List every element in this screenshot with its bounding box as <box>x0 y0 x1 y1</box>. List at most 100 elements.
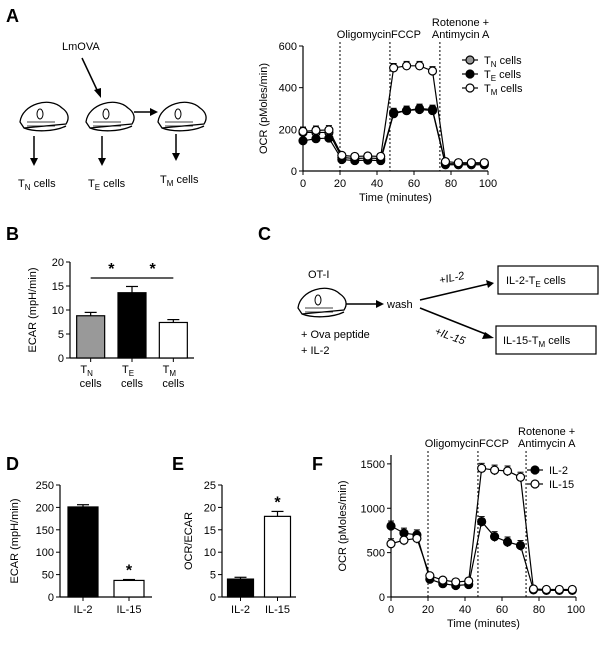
data-point <box>502 466 513 476</box>
legend-sub: E <box>491 74 496 83</box>
bar <box>76 315 106 359</box>
y-tick-label: 0 <box>58 353 64 365</box>
te-cells-label: TE cells <box>88 178 126 192</box>
lmova-arrow <box>81 57 99 93</box>
data-point <box>412 533 422 544</box>
x-tick-label: IL-15 <box>265 604 290 616</box>
legend-suffix: cells <box>497 83 523 95</box>
panel-label-e: E <box>172 454 184 474</box>
y-tick-label: 15 <box>204 525 216 537</box>
y-tick-label: 200 <box>279 124 297 136</box>
x-tick-label: 20 <box>334 178 346 190</box>
data-point <box>440 157 451 167</box>
data-point <box>311 134 321 144</box>
y-tick-label: 20 <box>52 257 64 269</box>
panel-a-schematic: LmOVA T <box>18 41 207 192</box>
y-tick-label: 400 <box>279 83 297 95</box>
il2-condition-label: + IL-2 <box>301 345 329 357</box>
data-point <box>479 158 489 168</box>
y-tick-label: 1000 <box>361 503 385 515</box>
significance-star: * <box>274 494 281 511</box>
data-point <box>554 584 564 595</box>
x-tick-label: 60 <box>408 178 420 190</box>
legend-label: IL-2 <box>549 465 568 477</box>
legend-name: IL-15 <box>549 479 574 491</box>
data-point <box>324 125 334 135</box>
x-tick-sub: N <box>87 369 93 378</box>
il2-te-label: IL-2-TE cells <box>506 275 566 289</box>
x-tick-label: 100 <box>567 604 585 616</box>
data-point <box>337 150 347 160</box>
data-point <box>464 576 474 586</box>
data-point <box>541 584 552 595</box>
bar <box>263 515 292 598</box>
legend-label: IL-15 <box>549 479 574 491</box>
legend-label: TM cells <box>484 83 523 97</box>
data-point <box>402 61 412 71</box>
x-tick-label: 80 <box>445 178 457 190</box>
x-tick-label-line2: cells <box>80 378 103 390</box>
significance-star: * <box>108 261 115 278</box>
y-tick-label: 10 <box>204 547 216 559</box>
injection-label: Antimycin A <box>518 438 576 450</box>
data-point <box>528 584 539 594</box>
legend-name: T <box>484 83 491 95</box>
panel-label-a: A <box>6 6 19 26</box>
legend-marker <box>465 83 475 93</box>
y-tick-label: 600 <box>279 41 297 53</box>
data-point <box>453 158 463 168</box>
x-tick-main: T <box>122 364 129 376</box>
x-tick-label: 40 <box>459 604 471 616</box>
data-point <box>363 151 373 161</box>
panel-label-c: C <box>258 224 271 244</box>
chart-D-ecar: 0 50 100 150 200 250 ECAR (mpH/min) IL-2 IL-15 * <box>9 480 152 616</box>
il2-branch-arrowhead <box>486 280 494 288</box>
significance-star: * <box>126 563 133 580</box>
x-tick-sub: E <box>129 369 134 378</box>
legend-label: TE cells <box>484 69 522 83</box>
lmova-arrowhead <box>94 88 101 98</box>
y-tick-label: 100 <box>36 547 54 559</box>
x-tick-label: IL-2 <box>231 604 250 616</box>
data-point <box>298 136 308 146</box>
wash-label: wash <box>386 299 413 311</box>
data-point <box>490 532 500 542</box>
injection-label: Oligomycin <box>425 438 479 450</box>
injection-label: Antimycin A <box>432 29 490 41</box>
legend-suffix: cells <box>497 55 523 67</box>
injection-label: FCCP <box>479 438 509 450</box>
y-tick-label: 1500 <box>361 459 385 471</box>
legend-marker <box>465 69 475 79</box>
y-tick-label: 0 <box>379 592 385 604</box>
y-axis-label: ECAR (mpH/min) <box>9 499 21 584</box>
y-tick-label: 500 <box>367 548 385 560</box>
data-point <box>311 125 321 135</box>
y-tick-label: 0 <box>48 592 54 604</box>
il15-branch-arrowhead <box>482 332 494 339</box>
x-tick-label: 40 <box>371 178 383 190</box>
tn-arrowhead <box>30 158 38 166</box>
panel-c-schematic: OT-I wash + Ova peptide + IL-2 +IL-2 +IL… <box>297 265 599 357</box>
data-point <box>567 584 577 595</box>
y-tick-label: 150 <box>36 525 54 537</box>
lmova-label: LmOVA <box>62 41 100 53</box>
x-tick-label: IL-2 <box>74 604 93 616</box>
mouse-icon-3 <box>157 101 207 132</box>
bar <box>67 506 99 598</box>
bar <box>158 321 188 359</box>
y-tick-label: 15 <box>52 281 64 293</box>
y-tick-label: 5 <box>210 570 216 582</box>
te-arrowhead <box>98 158 106 166</box>
data-point <box>466 158 476 168</box>
y-tick-label: 50 <box>42 570 54 582</box>
y-tick-label: 10 <box>52 305 64 317</box>
wash-arrowhead <box>376 300 384 308</box>
y-tick-label: 200 <box>36 502 54 514</box>
data-point <box>386 521 396 531</box>
x-tick-label: 60 <box>496 604 508 616</box>
tn-cells-label: TN cells <box>18 178 56 192</box>
data-point <box>414 103 425 114</box>
significance-star: * <box>150 261 157 278</box>
x-tick-label: TM <box>163 364 177 378</box>
